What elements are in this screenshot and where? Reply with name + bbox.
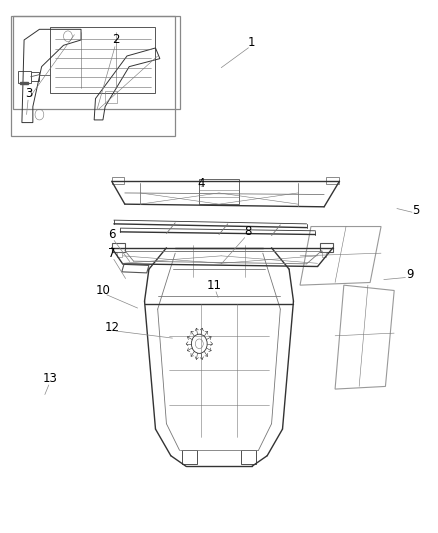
Text: 4: 4 bbox=[198, 177, 205, 190]
Text: 12: 12 bbox=[104, 321, 119, 334]
Bar bbox=[199, 179, 239, 204]
Text: 7: 7 bbox=[108, 247, 116, 260]
Text: 3: 3 bbox=[25, 87, 32, 100]
Bar bbox=[112, 177, 124, 184]
Text: 1: 1 bbox=[248, 36, 256, 49]
Bar bbox=[182, 450, 197, 464]
Bar bbox=[320, 243, 333, 252]
Text: 13: 13 bbox=[43, 372, 58, 385]
Bar bbox=[326, 177, 339, 184]
Text: 10: 10 bbox=[95, 284, 110, 297]
Bar bbox=[11, 16, 175, 136]
Bar bbox=[105, 91, 117, 103]
Text: 6: 6 bbox=[108, 228, 116, 241]
Bar bbox=[117, 252, 122, 257]
Bar bbox=[18, 71, 31, 83]
Bar bbox=[112, 243, 125, 252]
Text: 11: 11 bbox=[207, 279, 222, 292]
Bar bbox=[241, 450, 256, 464]
Text: 9: 9 bbox=[406, 268, 413, 281]
Bar bbox=[322, 252, 326, 257]
Text: 5: 5 bbox=[413, 204, 420, 217]
Text: 2: 2 bbox=[112, 34, 120, 46]
Bar bbox=[50, 27, 155, 93]
Bar bbox=[13, 16, 180, 109]
Text: 8: 8 bbox=[244, 225, 251, 238]
